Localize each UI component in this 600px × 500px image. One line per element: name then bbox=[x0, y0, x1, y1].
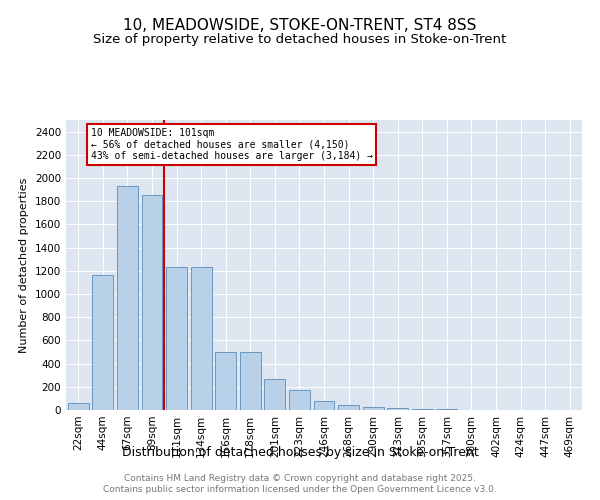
Bar bbox=[68, 403, 89, 410]
Bar bbox=[387, 408, 408, 410]
Bar bbox=[117, 186, 138, 410]
Bar bbox=[92, 276, 113, 410]
Bar bbox=[265, 378, 286, 410]
Bar bbox=[166, 268, 187, 410]
Bar bbox=[215, 352, 236, 410]
Bar bbox=[191, 268, 212, 410]
Bar bbox=[338, 406, 359, 410]
Text: Contains HM Land Registry data © Crown copyright and database right 2025.
Contai: Contains HM Land Registry data © Crown c… bbox=[103, 474, 497, 494]
Bar bbox=[314, 400, 334, 410]
Text: 10 MEADOWSIDE: 101sqm
← 56% of detached houses are smaller (4,150)
43% of semi-d: 10 MEADOWSIDE: 101sqm ← 56% of detached … bbox=[91, 128, 373, 162]
Bar bbox=[240, 352, 261, 410]
Bar bbox=[362, 406, 383, 410]
Text: 10, MEADOWSIDE, STOKE-ON-TRENT, ST4 8SS: 10, MEADOWSIDE, STOKE-ON-TRENT, ST4 8SS bbox=[124, 18, 476, 32]
Bar bbox=[142, 196, 163, 410]
Bar bbox=[289, 390, 310, 410]
Text: Size of property relative to detached houses in Stoke-on-Trent: Size of property relative to detached ho… bbox=[94, 32, 506, 46]
Y-axis label: Number of detached properties: Number of detached properties bbox=[19, 178, 29, 352]
Text: Distribution of detached houses by size in Stoke-on-Trent: Distribution of detached houses by size … bbox=[122, 446, 478, 459]
